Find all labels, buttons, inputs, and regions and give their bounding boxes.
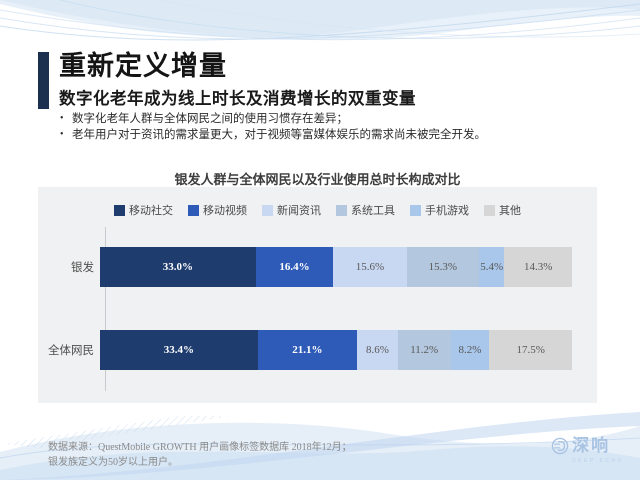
title-accent-bar	[38, 52, 49, 109]
legend-swatch-1	[188, 204, 199, 216]
bar-segment-0-0: 33.0%	[100, 247, 256, 287]
chart-axis-line	[105, 227, 106, 391]
bar-segment-1-4: 8.2%	[450, 330, 490, 370]
bar-row-label-0: 银发	[71, 262, 94, 274]
legend-swatch-2	[262, 204, 273, 216]
bar-segment-0-5: 14.3%	[504, 247, 572, 287]
bullet-item-2: 老年用户对于资讯的需求量更大，对于视频等富媒体娱乐的需求尚未被完全开发。	[60, 128, 486, 144]
bar-segment-value-0-1: 16.4%	[279, 261, 310, 273]
legend-label-2: 新闻资讯	[277, 205, 321, 217]
legend-swatch-3	[336, 204, 347, 216]
bar-segment-value-1-1: 21.1%	[292, 344, 323, 356]
bar-segment-0-4: 5.4%	[478, 247, 505, 287]
logo-subtext: DEEP ECHO	[572, 458, 624, 464]
bar-segment-0-3: 15.3%	[406, 247, 479, 287]
legend-label-5: 其他	[499, 205, 521, 217]
top-wave-decoration	[0, 0, 640, 41]
stacked-bar-0: 33.0% 16.4% 15.6% 15.3% 5.4% 14.3%	[100, 247, 572, 287]
logo-text: 深响	[572, 436, 611, 455]
legend-swatch-4	[410, 204, 421, 216]
bar-segment-value-0-3: 15.3%	[428, 261, 458, 273]
legend-label-4: 手机游戏	[425, 205, 469, 217]
bar-segment-value-1-2: 8.6%	[366, 344, 389, 356]
bar-segment-value-0-4: 5.4%	[480, 261, 504, 273]
legend-item-3: 系统工具	[336, 202, 395, 218]
legend-item-0: 移动社交	[114, 202, 173, 218]
bar-segment-value-1-5: 17.5%	[516, 344, 545, 356]
stacked-bar-1: 33.4% 21.1% 8.6% 11.2% 8.2% 17.5%	[100, 330, 572, 370]
legend-label-3: 系统工具	[351, 205, 395, 217]
chart-legend: 移动社交 移动视频 新闻资讯 系统工具 手机游戏 其他	[38, 202, 597, 218]
legend-swatch-0	[114, 204, 125, 216]
data-source-note: 数据来源：QuestMobile GROWTH 用户画像标签数据库 2018年1…	[48, 441, 352, 470]
legend-swatch-5	[484, 204, 495, 216]
bar-segment-value-1-4: 8.2%	[458, 344, 482, 356]
bar-segment-1-5: 17.5%	[489, 330, 572, 370]
bar-segment-value-1-3: 11.2%	[410, 344, 439, 356]
brand-logo: 深响 DEEP ECHO	[551, 437, 624, 464]
legend-label-1: 移动视频	[203, 205, 247, 217]
chart-panel: 移动社交 移动视频 新闻资讯 系统工具 手机游戏 其他 银发 33.0% 16.4% 15.6%…	[38, 187, 597, 403]
bar-row-label-1: 全体网民	[48, 345, 94, 357]
legend-item-5: 其他	[484, 202, 521, 218]
bar-segment-0-2: 15.6%	[333, 247, 407, 287]
legend-item-1: 移动视频	[188, 202, 247, 218]
legend-label-0: 移动社交	[129, 205, 173, 217]
bullet-item-1: 数字化老年人群与全体网民之间的使用习惯存在差异；	[60, 112, 486, 128]
bar-segment-1-1: 21.1%	[257, 330, 358, 370]
legend-item-2: 新闻资讯	[262, 202, 321, 218]
source-line-2: 银发族定义为50岁以上用户。	[48, 456, 178, 468]
logo-icon	[551, 437, 569, 455]
bar-row-0: 银发 33.0% 16.4% 15.6% 15.3% 5.4% 14.3%	[38, 247, 572, 287]
bar-segment-value-1-0: 33.4%	[163, 344, 194, 356]
bar-row-1: 全体网民 33.4% 21.1% 8.6% 11.2% 8.2% 17.5%	[38, 330, 572, 370]
bar-segment-1-3: 11.2%	[397, 330, 451, 370]
page-title: 重新定义增量	[59, 51, 227, 81]
legend-item-4: 手机游戏	[410, 202, 469, 218]
bar-segment-1-2: 8.6%	[357, 330, 398, 370]
bar-segment-value-0-2: 15.6%	[355, 261, 385, 273]
bar-segment-0-1: 16.4%	[255, 247, 334, 287]
bar-segment-value-0-5: 14.3%	[524, 261, 553, 273]
page-subtitle: 数字化老年成为线上时长及消费增长的双重变量	[59, 89, 416, 108]
bar-segment-1-0: 33.4%	[100, 330, 258, 370]
header: 重新定义增量 数字化老年成为线上时长及消费增长的双重变量	[38, 51, 416, 109]
source-line-1: 数据来源：QuestMobile GROWTH 用户画像标签数据库 2018年1…	[48, 442, 352, 453]
bullet-list: 数字化老年人群与全体网民之间的使用习惯存在差异； 老年用户对于资讯的需求量更大，…	[60, 112, 486, 143]
chart-title: 银发人群与全体网民以及行业使用总时长构成对比	[174, 172, 461, 187]
bar-segment-value-0-0: 33.0%	[162, 261, 193, 273]
bottom-wave-decoration	[0, 412, 640, 480]
